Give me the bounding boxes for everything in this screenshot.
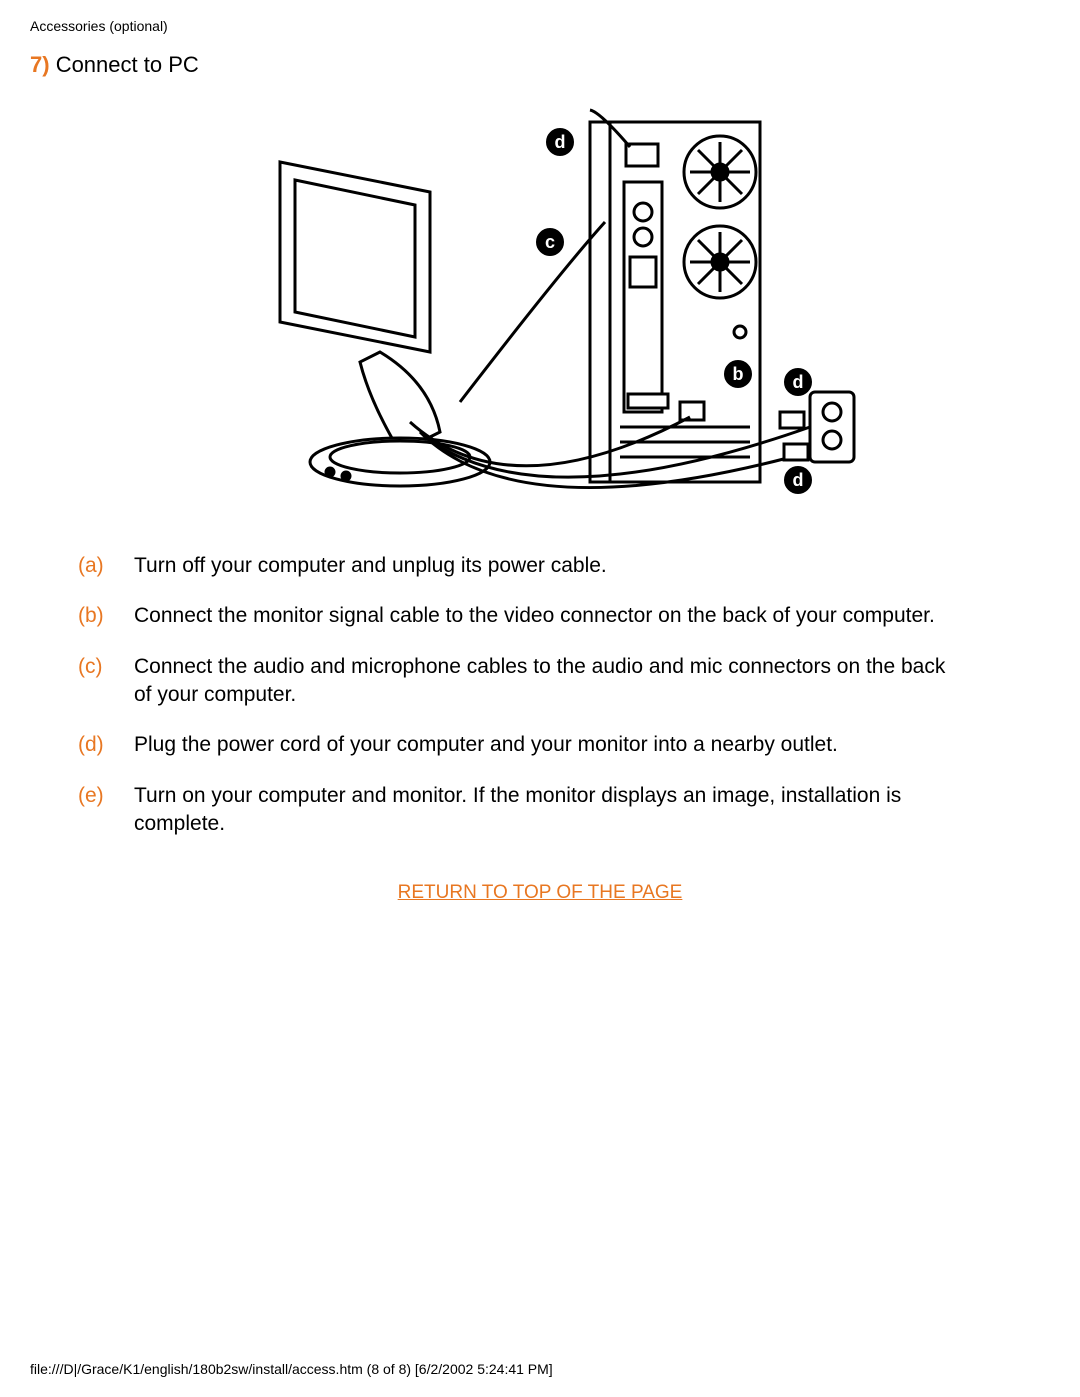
section-heading: 7) Connect to PC: [30, 52, 1050, 78]
step-text: Plug the power cord of your computer and…: [134, 731, 838, 759]
step-text: Turn off your computer and unplug its po…: [134, 552, 607, 580]
section-number: 7): [30, 52, 50, 77]
connect-to-pc-diagram: d c b d d: [210, 92, 870, 512]
steps-list: (a) Turn off your computer and unplug it…: [30, 552, 1050, 838]
svg-text:c: c: [545, 232, 555, 252]
return-to-top-container: RETURN TO TOP OF THE PAGE: [30, 882, 1050, 904]
svg-text:d: d: [793, 470, 804, 490]
svg-text:b: b: [733, 364, 744, 384]
step-label: (e): [78, 782, 134, 839]
step-row: (e) Turn on your computer and monitor. I…: [78, 782, 1050, 839]
step-text: Connect the monitor signal cable to the …: [134, 602, 935, 630]
step-row: (b) Connect the monitor signal cable to …: [78, 602, 1050, 630]
step-row: (d) Plug the power cord of your computer…: [78, 731, 1050, 759]
step-label: (d): [78, 731, 134, 759]
svg-text:d: d: [793, 372, 804, 392]
step-text: Turn on your computer and monitor. If th…: [134, 782, 964, 839]
svg-text:d: d: [555, 132, 566, 152]
step-label: (b): [78, 602, 134, 630]
step-text: Connect the audio and microphone cables …: [134, 653, 964, 710]
section-title-text: Connect to PC: [56, 52, 199, 77]
breadcrumb: Accessories (optional): [30, 18, 1050, 34]
step-label: (a): [78, 552, 134, 580]
step-row: (c) Connect the audio and microphone cab…: [78, 653, 1050, 710]
step-row: (a) Turn off your computer and unplug it…: [78, 552, 1050, 580]
return-to-top-link[interactable]: RETURN TO TOP OF THE PAGE: [398, 882, 683, 903]
step-label: (c): [78, 653, 134, 710]
footer-path: file:///D|/Grace/K1/english/180b2sw/inst…: [30, 1361, 553, 1377]
